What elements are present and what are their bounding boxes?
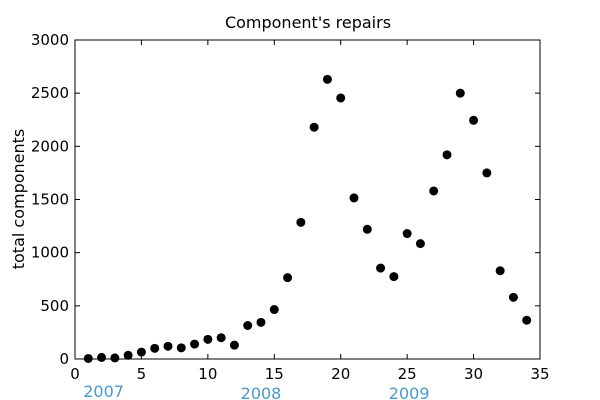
- year-label-2007: 2007: [83, 382, 124, 400]
- data-point-20: [336, 93, 346, 103]
- data-point-1: [83, 353, 93, 363]
- data-point-31: [482, 168, 492, 178]
- y-tick-label: 500: [40, 297, 69, 315]
- data-point-29: [455, 88, 465, 98]
- y-tick-label: 1500: [31, 191, 69, 209]
- year-label-2009: 2009: [389, 384, 430, 400]
- data-point-16: [283, 273, 293, 283]
- y-tick-label: 1000: [31, 244, 69, 262]
- plot-frame: [74, 39, 541, 360]
- x-tick-label: 35: [530, 365, 549, 383]
- x-tick-label: 20: [331, 365, 350, 383]
- y-axis-label: total components: [9, 129, 28, 270]
- y-tick-label: 0: [59, 350, 69, 368]
- data-point-13: [243, 321, 253, 331]
- data-point-4: [123, 350, 133, 360]
- x-tick-label: 15: [265, 365, 284, 383]
- data-point-11: [216, 333, 226, 343]
- data-point-21: [349, 193, 359, 203]
- data-point-33: [508, 292, 518, 302]
- data-point-17: [296, 217, 306, 227]
- data-point-14: [256, 317, 266, 327]
- data-point-34: [522, 315, 532, 325]
- x-tick-label: 5: [137, 365, 147, 383]
- data-point-23: [376, 263, 386, 273]
- data-point-18: [309, 122, 319, 132]
- data-point-2: [97, 352, 107, 362]
- year-label-2008: 2008: [241, 384, 282, 400]
- data-point-26: [415, 239, 425, 249]
- data-point-27: [429, 186, 439, 196]
- data-point-22: [362, 224, 372, 234]
- x-tick-label: 25: [398, 365, 417, 383]
- y-tick-label: 2000: [31, 137, 69, 155]
- data-point-12: [229, 340, 239, 350]
- data-point-6: [150, 343, 160, 353]
- data-points: [83, 74, 532, 363]
- data-point-28: [442, 150, 452, 160]
- data-point-10: [203, 334, 213, 344]
- y-tick-label: 2500: [31, 84, 69, 102]
- y-tick-label: 3000: [31, 31, 69, 49]
- axis-ticks: 0 5 10 15 20 25 30 35 0 500 1000 1500 2000 2500 3000: [31, 31, 550, 383]
- data-point-7: [163, 341, 173, 351]
- x-tick-label: 30: [464, 365, 483, 383]
- year-labels: 2007 2008 2009: [83, 382, 429, 400]
- data-point-8: [176, 343, 186, 353]
- data-point-32: [495, 266, 505, 276]
- data-point-25: [402, 229, 412, 239]
- data-point-24: [389, 272, 399, 282]
- x-tick-label: 0: [70, 365, 80, 383]
- data-point-5: [136, 347, 146, 357]
- data-point-19: [322, 74, 332, 84]
- chart-title: Component's repairs: [225, 13, 391, 32]
- data-point-30: [469, 115, 479, 125]
- data-point-15: [269, 305, 279, 315]
- x-tick-label: 10: [198, 365, 217, 383]
- data-point-9: [190, 339, 200, 349]
- data-point-3: [110, 353, 120, 363]
